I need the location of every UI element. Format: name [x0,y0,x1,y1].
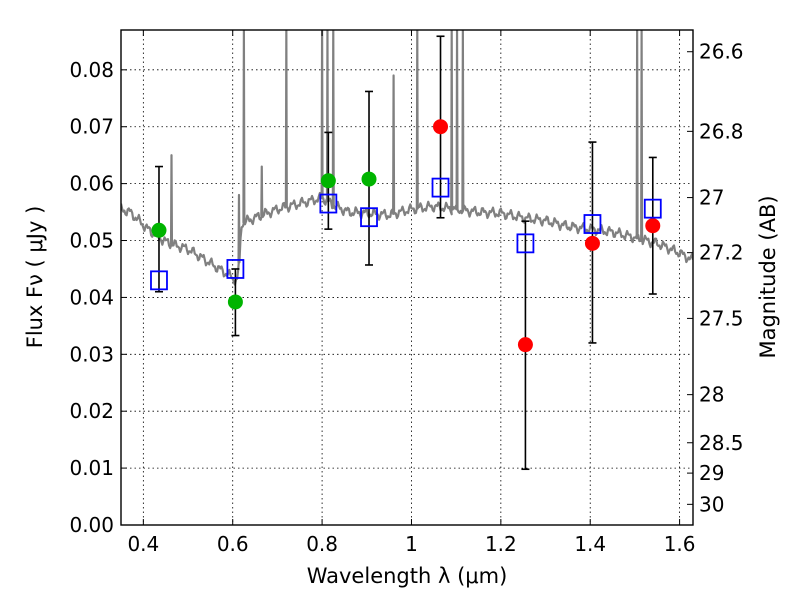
y-tick-label: 0.00 [69,513,114,537]
y-tick-label: 0.06 [69,172,114,196]
right-tick-label: 27.2 [699,241,744,265]
model-square-marker [431,177,450,198]
right-tick-label: 28 [699,383,724,407]
y-axis-left: 0.00 0.01 0.02 0.03 0.04 0.05 0.06 0.07 0.08 [69,58,127,537]
observed-green-point [151,222,167,238]
observed-red-point [584,235,600,251]
x-tick-label: 0.6 [217,532,249,556]
model-square-marker [516,233,535,254]
y-tick-label: 0.03 [69,342,114,366]
observed-green-point [320,173,336,189]
y-tick-label: 0.04 [69,285,114,309]
right-tick-label: 28.5 [699,431,744,455]
error-bars [154,35,657,471]
y-tick-label: 0.02 [69,399,114,423]
y-tick-label: 0.07 [69,115,114,139]
model-square-marker [319,193,338,214]
model-square-marker [150,270,168,291]
right-tick-label: 26.8 [699,119,744,143]
x-tick-label: 1 [405,532,418,556]
observed-green-point [227,294,243,310]
right-tick-label: 26.6 [699,40,744,64]
y-axis-right-title: Magnitude (AB) [756,195,780,358]
observed-green-point [361,171,377,187]
sed-model-layer [121,30,693,286]
y-axis-right: 26.6 26.8 27 27.2 27.5 28 28.5 29 30 [687,40,744,516]
model-square-marker [226,259,245,279]
right-tick-label: 29 [699,461,724,485]
y-tick-label: 0.05 [69,229,114,253]
x-axis: 0.4 0.6 0.8 1 1.2 1.4 1.6 [127,30,696,556]
model-square-marker [360,207,378,228]
model-square-marker [583,214,602,234]
data-markers [150,119,662,353]
x-tick-label: 1.6 [664,532,696,556]
y-tick-label: 0.01 [69,456,114,480]
plot-frame [120,29,694,526]
x-tick-label: 1.4 [574,532,606,556]
x-tick-label: 0.8 [306,532,338,556]
sed-model-line [121,30,693,286]
x-axis-title: Wavelength λ (μm) [307,564,508,588]
observed-red-point [517,337,533,353]
right-tick-label: 27.5 [699,306,744,330]
y-axis-title: Flux Fν ( μJy ) [23,206,47,349]
model-square-marker [643,198,662,219]
observed-red-point [645,218,661,234]
right-tick-label: 27 [699,186,724,210]
right-tick-label: 30 [699,492,724,516]
observed-red-point [433,119,449,135]
x-tick-label: 1.2 [485,532,517,556]
y-tick-label: 0.08 [69,58,114,82]
x-tick-label: 0.4 [127,532,159,556]
